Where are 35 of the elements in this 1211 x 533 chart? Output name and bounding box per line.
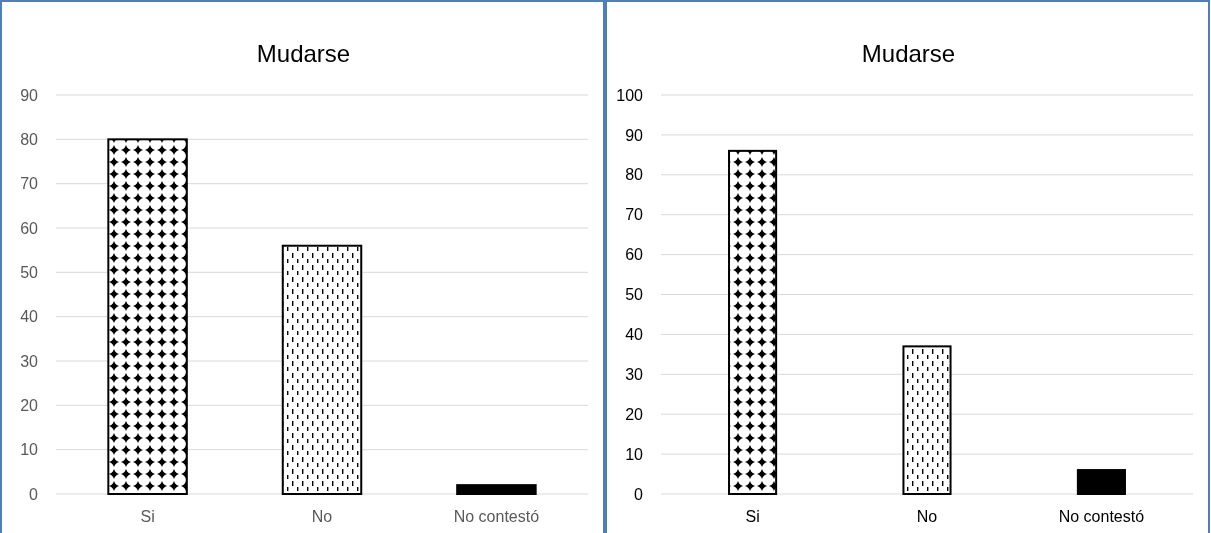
y-tick-label: 50 <box>625 286 644 304</box>
y-tick-label: 40 <box>625 326 644 343</box>
chart-title: Mudarse <box>256 40 351 67</box>
y-tick-label: 90 <box>625 126 644 144</box>
x-tick-label: No contestó <box>453 508 540 525</box>
chart-title: Mudarse <box>861 40 956 67</box>
y-tick-label: 0 <box>29 485 39 503</box>
bar <box>281 244 363 495</box>
x-tick-label: No <box>311 508 333 525</box>
y-tick-label: 60 <box>625 246 644 264</box>
bar <box>1076 469 1126 495</box>
y-tick-label: 50 <box>20 263 39 281</box>
y-tick-label: 10 <box>20 441 39 459</box>
y-tick-label: 20 <box>625 405 644 423</box>
y-tick-label: 30 <box>20 352 39 370</box>
y-tick-label: 80 <box>20 130 39 148</box>
y-tick-label: 10 <box>625 445 644 463</box>
y-tick-label: 90 <box>20 86 39 104</box>
x-tick-label: No contestó <box>1058 508 1145 525</box>
y-tick-label: 0 <box>634 485 644 503</box>
bar <box>456 484 537 495</box>
y-tick-label: 70 <box>20 175 39 193</box>
bar <box>107 138 188 495</box>
y-tick-label: 20 <box>20 396 39 414</box>
y-tick-label: 70 <box>625 206 644 224</box>
y-tick-label: 80 <box>625 166 644 184</box>
y-tick-label: 100 <box>616 86 644 104</box>
x-tick-label: Si <box>140 508 155 525</box>
x-tick-label: Si <box>745 508 760 525</box>
y-tick-label: 30 <box>625 365 644 383</box>
bar <box>728 149 778 495</box>
x-tick-label: No <box>916 508 938 525</box>
y-tick-label: 40 <box>20 308 39 326</box>
bar <box>902 345 952 495</box>
y-tick-label: 60 <box>20 219 39 237</box>
